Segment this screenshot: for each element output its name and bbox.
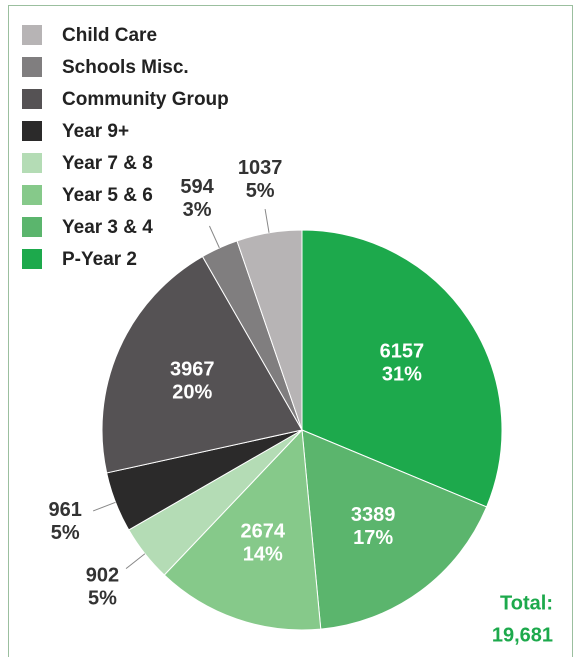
data-label: 594 — [180, 176, 214, 198]
legend-label: P-Year 2 — [62, 249, 137, 270]
leader-line — [264, 208, 270, 233]
percent-label: 5% — [246, 180, 275, 202]
legend-label: Year 5 & 6 — [62, 185, 153, 206]
percent-label: 3% — [183, 199, 212, 221]
legend-swatch — [22, 57, 42, 77]
legend-swatch — [22, 153, 42, 173]
percent-label: 31% — [382, 364, 422, 386]
data-label: 2674 — [241, 521, 286, 543]
data-label: 3389 — [351, 504, 396, 526]
legend-swatch — [22, 25, 42, 45]
data-label: 902 — [86, 564, 119, 586]
percent-label: 20% — [172, 382, 212, 404]
legend-label: Year 9+ — [62, 121, 129, 142]
percent-label: 5% — [88, 587, 117, 609]
pie-slice — [301, 229, 503, 508]
data-label: 1037 — [238, 157, 283, 179]
legend-label: Child Care — [62, 25, 157, 46]
total-value: 19,681 — [492, 624, 553, 646]
legend-label: Year 7 & 8 — [62, 153, 153, 174]
percent-label: 14% — [243, 544, 283, 566]
data-label: 3967 — [170, 359, 215, 381]
data-label: 961 — [48, 499, 81, 521]
legend-label: Schools Misc. — [62, 57, 189, 78]
legend-swatch — [22, 185, 42, 205]
data-label: 6157 — [380, 341, 425, 363]
legend-swatch — [22, 249, 42, 269]
legend-swatch — [22, 217, 42, 237]
leader-line — [125, 553, 146, 569]
legend-label: Year 3 & 4 — [62, 217, 153, 238]
pie-slice — [163, 428, 322, 631]
percent-label: 17% — [353, 527, 393, 549]
leader-line — [209, 225, 220, 249]
frame — [8, 5, 573, 657]
legend-swatch — [22, 89, 42, 109]
leader-line — [92, 501, 116, 512]
legend-label: Community Group — [62, 89, 229, 110]
legend-swatch — [22, 121, 42, 141]
percent-label: 5% — [51, 522, 80, 544]
pie-slice — [101, 255, 303, 474]
pie-slice — [236, 229, 303, 431]
pie-slice — [301, 429, 488, 630]
total-label: Total: — [500, 592, 553, 614]
